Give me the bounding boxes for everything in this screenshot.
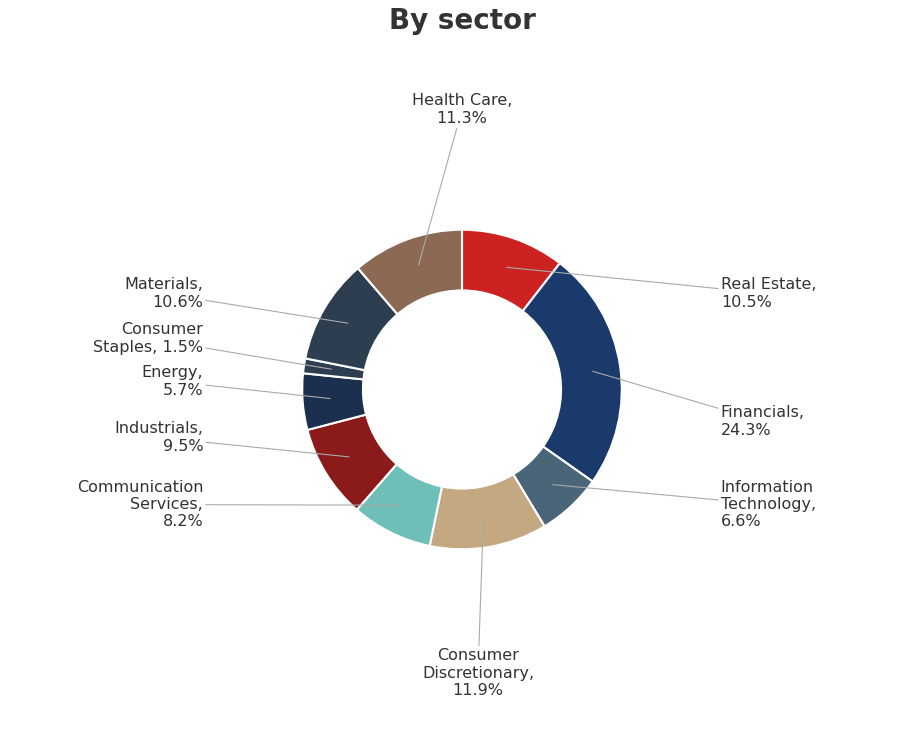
Text: Health Care,
11.3%: Health Care, 11.3%: [412, 94, 512, 265]
Text: Consumer
Staples, 1.5%: Consumer Staples, 1.5%: [93, 322, 332, 369]
Text: Information
Technology,
6.6%: Information Technology, 6.6%: [553, 479, 816, 529]
Text: Materials,
10.6%: Materials, 10.6%: [124, 277, 347, 323]
Text: Industrials,
9.5%: Industrials, 9.5%: [115, 421, 349, 457]
Wedge shape: [430, 474, 544, 549]
Text: Consumer
Discretionary,
11.9%: Consumer Discretionary, 11.9%: [422, 520, 534, 698]
Wedge shape: [462, 230, 560, 311]
Title: By sector: By sector: [389, 7, 535, 35]
Wedge shape: [303, 359, 365, 379]
Wedge shape: [305, 268, 397, 370]
Wedge shape: [308, 414, 396, 509]
Wedge shape: [357, 464, 442, 546]
Wedge shape: [302, 373, 366, 430]
Text: Communication
Services,
8.2%: Communication Services, 8.2%: [77, 479, 401, 529]
Text: Energy,
5.7%: Energy, 5.7%: [141, 365, 330, 398]
Wedge shape: [358, 230, 462, 314]
Text: Financials,
24.3%: Financials, 24.3%: [592, 371, 805, 438]
Text: Real Estate,
10.5%: Real Estate, 10.5%: [506, 267, 817, 310]
Wedge shape: [523, 264, 622, 482]
Wedge shape: [513, 447, 592, 526]
